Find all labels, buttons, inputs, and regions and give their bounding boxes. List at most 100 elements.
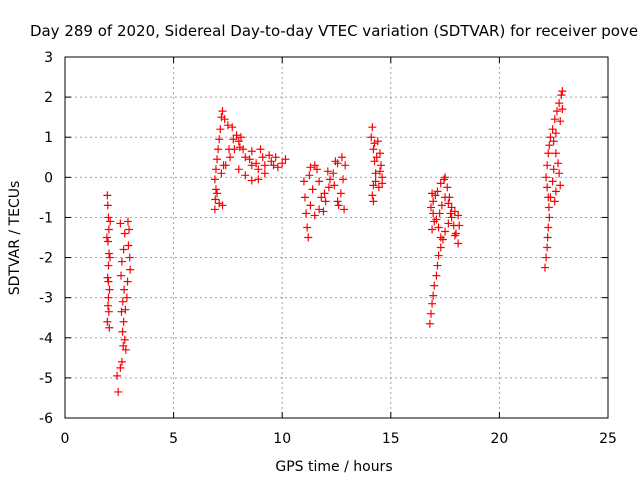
data-point — [542, 253, 551, 262]
data-point — [216, 125, 225, 134]
data-point — [433, 261, 442, 270]
data-point — [375, 167, 384, 176]
data-point — [123, 217, 132, 226]
data-point — [269, 161, 278, 170]
data-point — [254, 175, 263, 184]
data-point — [437, 201, 446, 210]
data-point — [434, 251, 443, 260]
data-point — [271, 153, 280, 162]
x-tick-label: 0 — [61, 431, 70, 447]
data-point — [102, 233, 111, 242]
data-point — [254, 165, 263, 174]
data-point — [211, 185, 220, 194]
data-point — [122, 293, 131, 302]
data-point — [542, 173, 551, 182]
data-point — [543, 161, 552, 170]
y-tick-label: -1 — [39, 210, 53, 226]
data-point — [232, 131, 241, 140]
data-point — [247, 161, 256, 170]
data-point — [103, 191, 112, 200]
data-point — [281, 155, 290, 164]
chart-title: Day 289 of 2020, Sidereal Day-to-day VTE… — [30, 22, 638, 40]
data-point — [114, 387, 123, 396]
data-point — [368, 123, 377, 132]
data-point — [370, 139, 379, 148]
data-point — [337, 153, 346, 162]
data-point — [450, 207, 459, 216]
data-point — [117, 271, 126, 280]
grid-layer — [65, 57, 608, 418]
data-point — [104, 213, 113, 222]
data-point — [367, 133, 376, 142]
data-point — [278, 159, 287, 168]
data-point — [306, 163, 315, 172]
data-point — [104, 277, 113, 286]
data-point — [450, 231, 459, 240]
data-point — [550, 197, 559, 206]
data-point — [121, 305, 130, 314]
data-point — [334, 201, 343, 210]
data-point — [125, 225, 134, 234]
data-point — [323, 167, 332, 176]
data-point — [124, 241, 133, 250]
data-point — [341, 161, 350, 170]
data-point — [440, 175, 449, 184]
data-point — [118, 297, 127, 306]
data-point — [213, 189, 222, 198]
data-point — [556, 117, 565, 126]
data-point — [549, 165, 558, 174]
data-point — [447, 203, 456, 212]
data-point — [226, 153, 235, 162]
data-point — [428, 189, 437, 198]
data-point — [369, 145, 378, 154]
data-point — [260, 161, 269, 170]
data-point — [229, 135, 238, 144]
data-point — [218, 107, 227, 116]
x-tick-label: 10 — [273, 431, 291, 447]
data-point — [260, 169, 269, 178]
data-point — [103, 273, 112, 282]
data-point — [543, 183, 552, 192]
data-point — [241, 171, 250, 180]
x-tick-label: 25 — [599, 431, 617, 447]
y-tick-label: 3 — [44, 50, 53, 66]
data-point — [247, 147, 256, 156]
data-point — [104, 301, 113, 310]
data-point — [324, 183, 333, 192]
data-point — [301, 193, 310, 202]
data-point — [425, 319, 434, 328]
data-point — [441, 193, 450, 202]
data-point — [105, 249, 114, 258]
axis-layer: 0 5 10 15 20 25 -6 -5 -4 -3 -2 -1 0 1 2 3 — [39, 50, 617, 447]
data-point — [247, 176, 256, 185]
data-point — [330, 181, 339, 190]
data-point — [447, 213, 456, 222]
data-point — [551, 187, 560, 196]
data-point — [325, 175, 334, 184]
data-point — [550, 115, 559, 124]
data-point — [333, 197, 342, 206]
data-point — [371, 177, 380, 186]
data-point — [552, 107, 561, 116]
data-point — [116, 363, 125, 372]
data-point — [315, 205, 324, 214]
data-point — [223, 121, 232, 130]
data-point — [426, 309, 435, 318]
data-point — [441, 227, 450, 236]
data-point — [369, 197, 378, 206]
data-point — [104, 225, 113, 234]
data-point — [123, 277, 132, 286]
data-point — [104, 293, 113, 302]
y-tick-label: 2 — [44, 90, 53, 106]
data-point — [546, 193, 555, 202]
y-axis-label: SDTVAR / TECUs — [7, 181, 23, 296]
data-point — [541, 263, 550, 272]
data-point — [340, 205, 349, 214]
data-point — [438, 235, 447, 244]
data-point — [436, 233, 445, 242]
data-point — [273, 163, 282, 172]
data-point — [218, 201, 227, 210]
data-point — [444, 199, 453, 208]
